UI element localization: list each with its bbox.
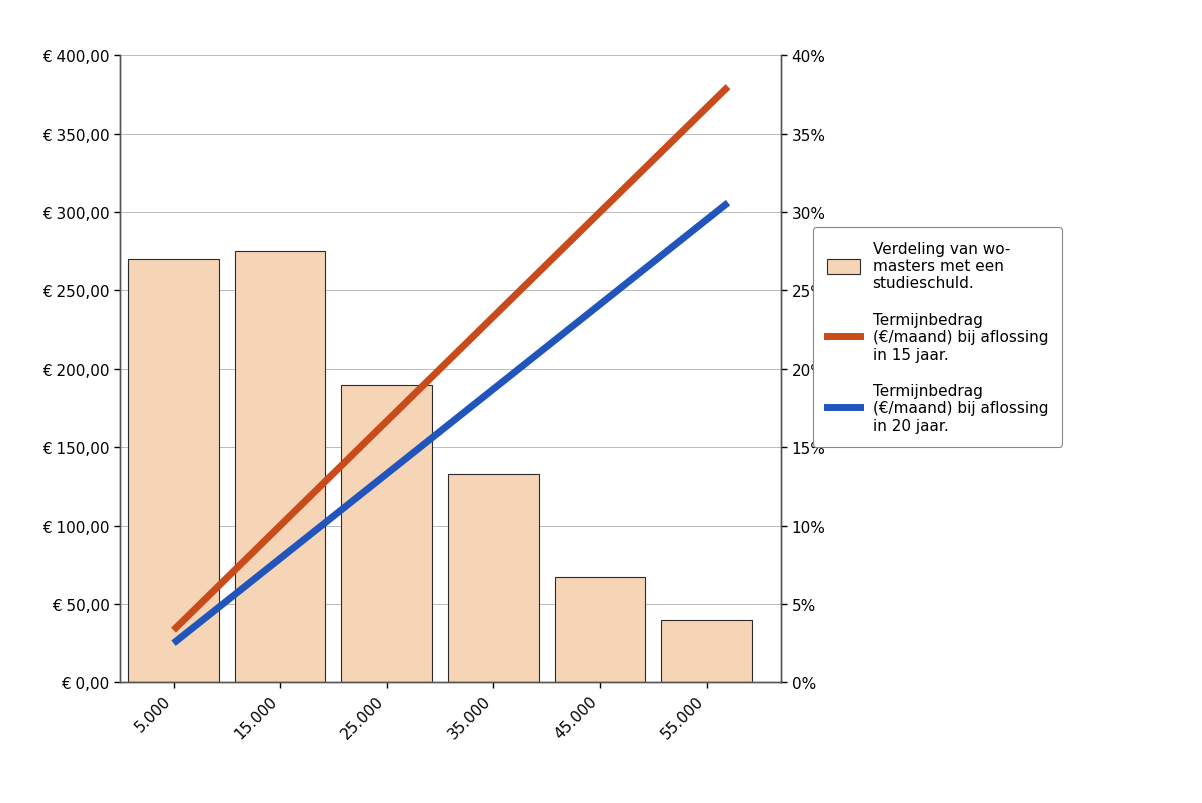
Bar [554, 577, 645, 683]
Bar [129, 260, 219, 683]
Legend: Verdeling van wo-
masters met een
studieschuld., Termijnbedrag
(€/maand) bij afl: Verdeling van wo- masters met een studie… [813, 227, 1061, 447]
Bar [234, 252, 326, 683]
Bar [341, 385, 432, 683]
Bar [448, 475, 538, 683]
Bar [661, 620, 752, 683]
